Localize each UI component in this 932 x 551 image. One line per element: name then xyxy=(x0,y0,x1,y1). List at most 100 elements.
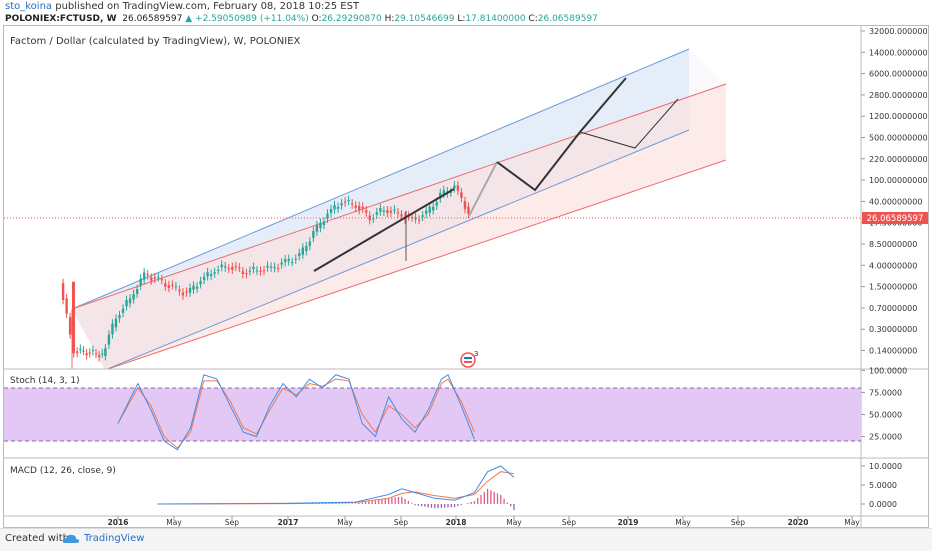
price-tick-label: 0.70000000 xyxy=(869,304,917,313)
time-tick-label: 2019 xyxy=(618,518,639,527)
time-tick-label: May xyxy=(844,518,860,527)
candle-body xyxy=(245,273,248,275)
candle-body xyxy=(350,203,354,205)
candle-body xyxy=(231,267,234,270)
projection-alt-path[interactable] xyxy=(579,98,679,149)
candle-body xyxy=(91,350,95,352)
candle-body xyxy=(456,185,460,191)
time-tick-label: Sep xyxy=(394,518,408,527)
candle-body xyxy=(248,270,252,272)
price-tick-label: 500.00000000 xyxy=(869,134,928,143)
candle-body xyxy=(88,352,91,354)
candle-body xyxy=(319,222,322,228)
candle-body xyxy=(157,277,160,279)
red-channel-lower[interactable] xyxy=(105,159,727,370)
candle-body xyxy=(329,208,333,213)
tradingview-cloud-icon xyxy=(62,534,80,543)
candle-body xyxy=(160,279,163,281)
macd-axis: 10.0000 5.0000 0.0000 xyxy=(861,462,902,509)
candle-body xyxy=(199,281,202,285)
event-flag-icon[interactable]: 3 xyxy=(460,350,478,368)
price-tick-label: 8.50000000 xyxy=(869,240,917,249)
candle-body xyxy=(217,269,220,271)
candle-body xyxy=(365,210,368,213)
candle-body xyxy=(312,231,315,238)
red-channel-fill xyxy=(72,84,726,369)
candle-body xyxy=(322,221,326,226)
candle-body xyxy=(276,268,280,270)
stoch-k-line[interactable] xyxy=(117,373,475,451)
candle-body xyxy=(202,276,206,280)
price-tick-label: 1200.00000000 xyxy=(869,112,928,121)
candle-body xyxy=(181,292,185,296)
candle-body xyxy=(252,267,255,270)
blue-channel-lower[interactable] xyxy=(105,129,690,370)
close-value: 26.06589597 xyxy=(537,14,598,24)
candle-body xyxy=(358,206,361,211)
candle-body xyxy=(101,353,104,355)
candle-body xyxy=(298,253,301,257)
macd-line[interactable] xyxy=(157,465,515,505)
candle-body xyxy=(174,286,178,288)
macd-title: MACD (12, 26, close, 9) xyxy=(10,466,116,476)
red-channel-upper[interactable] xyxy=(71,83,727,310)
candle-body xyxy=(354,205,357,208)
time-tick-label: Sep xyxy=(562,518,576,527)
candle-body xyxy=(343,201,347,203)
stoch-pane: Stoch (14, 3, 1) 100.0000 75.0000 50.0000 2… xyxy=(4,366,907,451)
chart-svg[interactable]: 3 Factom / Dollar (calculated by Trading… xyxy=(4,26,928,527)
macd-signal-line[interactable] xyxy=(157,471,515,505)
time-tick-label: Sep xyxy=(225,518,239,527)
projection-path[interactable] xyxy=(496,77,627,192)
trend-line[interactable] xyxy=(313,188,455,272)
candle-body xyxy=(68,317,72,335)
event-count: 3 xyxy=(474,350,478,358)
candle-body xyxy=(61,283,65,300)
candle-body xyxy=(291,262,294,264)
candle-body xyxy=(227,268,230,270)
candle-body xyxy=(379,208,382,212)
candle-body xyxy=(432,206,435,211)
candle-body xyxy=(326,213,329,219)
candle-body xyxy=(372,218,375,220)
last-price-tag: 26.06589597 xyxy=(862,212,928,224)
price-pane: 3 xyxy=(4,48,861,370)
candle-body xyxy=(453,185,456,189)
candle-body xyxy=(287,258,290,262)
time-axis[interactable]: 2016 May Sep 2017 May Sep 2018 May Sep 2019 May Sep… xyxy=(108,516,861,527)
candle-body xyxy=(128,298,132,304)
price-tick-label: 0.30000000 xyxy=(869,325,917,334)
candle-body xyxy=(213,272,216,274)
candle-body xyxy=(262,270,266,272)
candle-body xyxy=(209,274,213,276)
candle-body xyxy=(76,351,79,353)
candle-body xyxy=(301,247,304,255)
macd-pane: MACD (12, 26, close, 9) 10.0000 5.0000 0.0… xyxy=(10,462,902,511)
last-price: 26.06589597 xyxy=(122,14,183,24)
candle-body xyxy=(396,212,400,214)
blue-channel-upper[interactable] xyxy=(71,48,690,310)
low-value: 17.81400000 xyxy=(465,14,526,24)
candle-body xyxy=(368,215,371,221)
candle-body xyxy=(195,286,199,289)
candle-body xyxy=(442,190,445,194)
candle-body xyxy=(424,210,428,214)
candle-body xyxy=(375,212,379,215)
author-link[interactable]: sto_koina xyxy=(5,1,53,12)
price-axis[interactable]: 32000.00000000 14000.00000000 6000.0000000… xyxy=(861,27,928,356)
time-tick-label: 2016 xyxy=(108,518,129,527)
candle-body xyxy=(400,214,403,217)
candle-body xyxy=(188,287,192,293)
candle-body xyxy=(255,270,259,272)
price-tick-label: 2800.00000000 xyxy=(869,91,928,100)
candle-body xyxy=(238,267,241,269)
stoch-tick-label: 100.0000 xyxy=(869,366,907,375)
candle-body xyxy=(220,264,223,268)
stoch-tick-label: 50.0000 xyxy=(869,411,902,420)
candle-body xyxy=(460,192,463,198)
candle-body xyxy=(79,348,82,350)
candle-body xyxy=(308,241,312,246)
projection-grey[interactable] xyxy=(468,161,498,217)
candle-body xyxy=(273,266,276,269)
tradingview-brand-link[interactable]: TradingView xyxy=(84,533,145,544)
